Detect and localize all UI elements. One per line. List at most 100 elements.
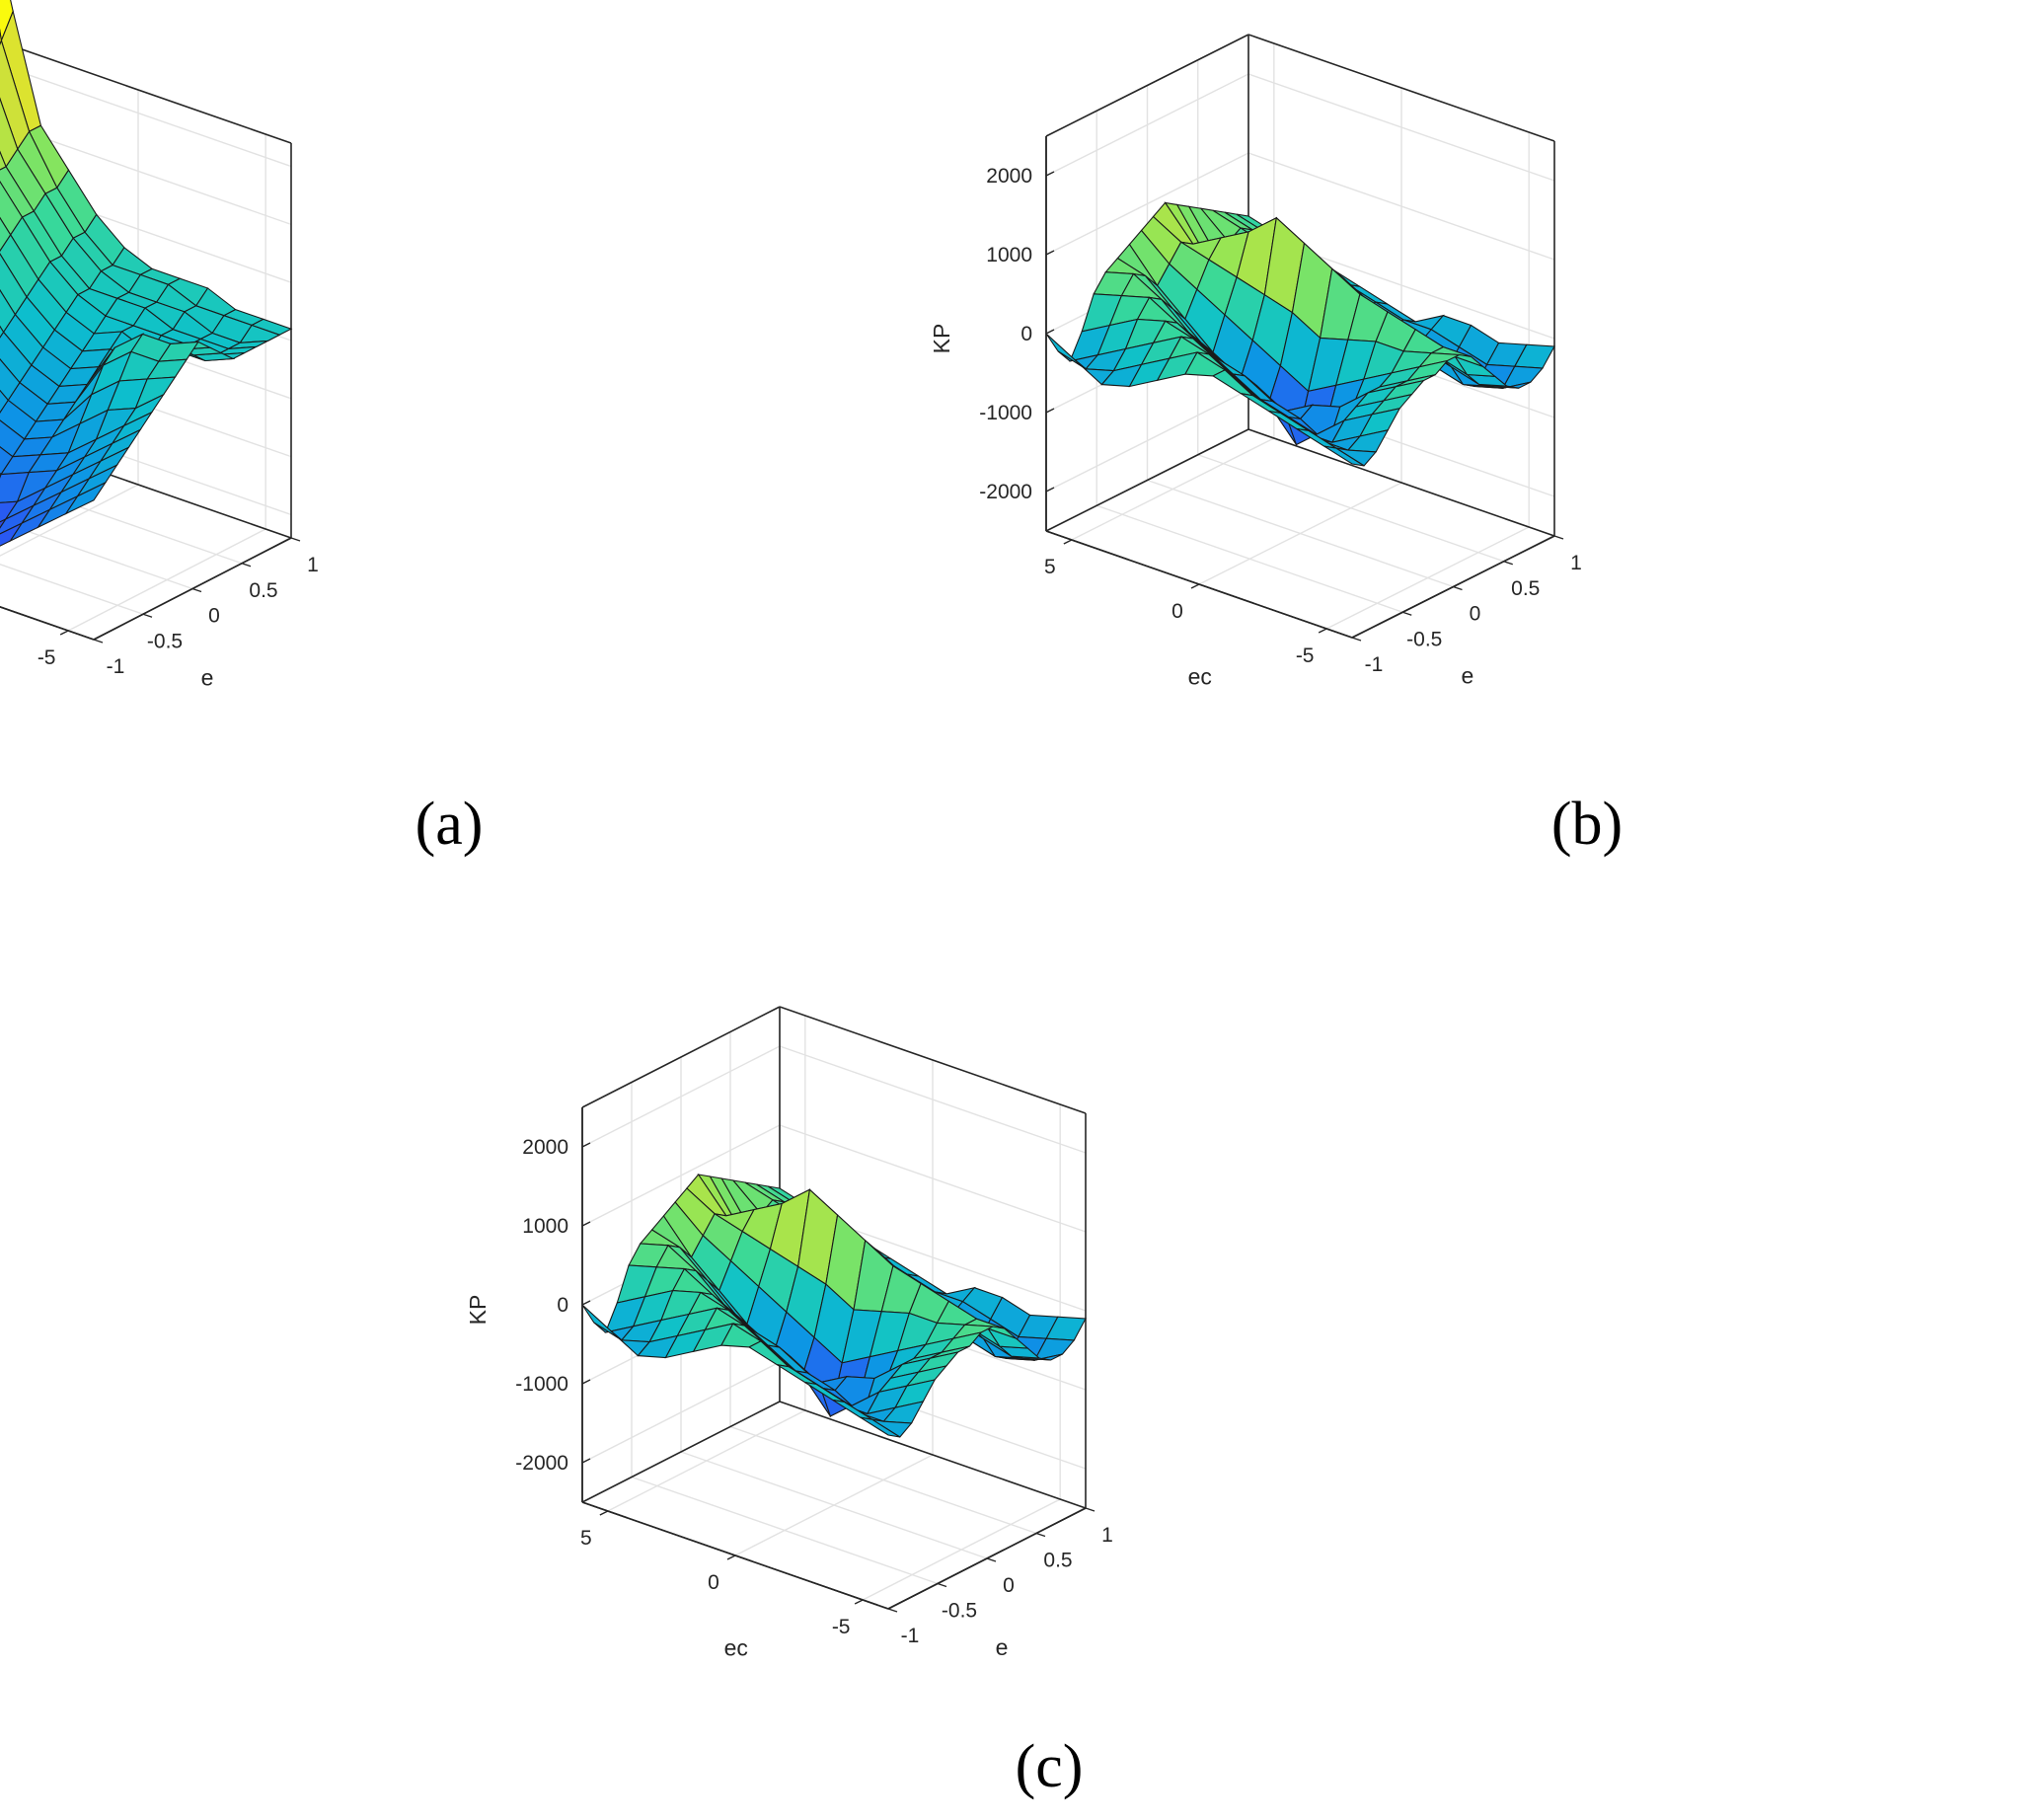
ec-tick-label: 5 bbox=[1044, 556, 1056, 578]
floor-grid-line bbox=[862, 1498, 1061, 1601]
axis-box-edge bbox=[0, 40, 292, 144]
e-tick bbox=[241, 563, 252, 568]
z-tick bbox=[581, 1458, 591, 1464]
e-tick-label: -1 bbox=[901, 1625, 920, 1647]
e-tick bbox=[1035, 1532, 1046, 1538]
tick-labels: 151050-5-10-1550-5-1-0.500.51 bbox=[38, 537, 319, 678]
surface-plot-a: 151050-5-10-1550-5-1-0.500.51eceKD(a) bbox=[0, 0, 483, 858]
ec-tick-label: 0 bbox=[708, 1571, 719, 1594]
z-tick bbox=[581, 1379, 591, 1385]
wall-grid-line bbox=[0, 296, 292, 400]
e-tick bbox=[986, 1557, 997, 1562]
e-tick-label: 1 bbox=[307, 554, 319, 576]
z-tick-label: 2000 bbox=[522, 1136, 568, 1159]
axis-box-edge bbox=[1045, 34, 1249, 137]
z-tick bbox=[581, 1221, 591, 1227]
ec-tick-label: -5 bbox=[832, 1616, 851, 1638]
surface-patch bbox=[1323, 445, 1365, 467]
ec-tick-label: -5 bbox=[38, 646, 56, 669]
e-tick bbox=[1503, 561, 1513, 566]
axis-box-edge bbox=[779, 1401, 1087, 1509]
e-axis-label: e bbox=[201, 664, 214, 690]
e-tick-label: 0.5 bbox=[1043, 1550, 1072, 1572]
ec-tick-label: 0 bbox=[1171, 600, 1183, 623]
surface-patch bbox=[860, 1416, 901, 1438]
e-tick bbox=[887, 1608, 898, 1613]
panel-caption: (c) bbox=[1016, 1733, 1084, 1800]
wall-grid-line bbox=[1045, 73, 1555, 182]
ec-tick bbox=[599, 1510, 609, 1516]
floor-grid-line bbox=[0, 484, 139, 557]
ec-tick bbox=[726, 1555, 736, 1560]
panel-caption: (b) bbox=[1551, 791, 1623, 858]
z-tick bbox=[1045, 329, 1055, 335]
e-tick-label: 0.5 bbox=[249, 579, 277, 602]
z-tick-label: -2000 bbox=[979, 481, 1032, 503]
z-tick-label: -2000 bbox=[515, 1452, 568, 1475]
ec-axis-label: ec bbox=[724, 1635, 748, 1661]
e-tick-label: -0.5 bbox=[147, 630, 183, 652]
e-axis-label: e bbox=[1461, 662, 1473, 688]
z-tick bbox=[1045, 171, 1055, 177]
e-tick-label: 1 bbox=[1101, 1524, 1113, 1547]
z-tick-label: -1000 bbox=[979, 402, 1032, 424]
e-tick bbox=[290, 537, 301, 542]
z-tick-label: -1000 bbox=[515, 1373, 568, 1396]
wall-grid-line bbox=[0, 354, 292, 458]
tick-labels: 2000 1000 0 -1000 -2000 5 0 -5 -1 -0.5 0 0.5 1 bbox=[979, 165, 1582, 676]
ec-tick bbox=[1318, 628, 1327, 634]
floor-grid-line bbox=[734, 1454, 934, 1556]
e-tick-label: 0 bbox=[208, 605, 220, 628]
z-tick-label: 2000 bbox=[986, 165, 1032, 188]
z-tick-label: 0 bbox=[557, 1294, 568, 1317]
surface-plot-b: 2000 1000 0 -1000 -2000 5 0 -5 -1 -0.5 0 0.5 1 ec e KP (… bbox=[929, 34, 1623, 858]
e-tick-label: -1 bbox=[107, 655, 125, 678]
e-tick bbox=[1351, 637, 1362, 642]
z-tick bbox=[1045, 487, 1055, 493]
e-tick bbox=[937, 1582, 947, 1588]
floor-grid-line bbox=[67, 528, 266, 632]
floor-grid-line bbox=[1325, 526, 1530, 630]
wall-grid-line bbox=[581, 1045, 1087, 1154]
z-axis-label: KP bbox=[929, 324, 954, 354]
e-tick-label: 0.5 bbox=[1511, 577, 1540, 600]
ec-axis-line bbox=[0, 606, 95, 641]
ec-tick-label: -5 bbox=[1296, 645, 1315, 667]
e-tick bbox=[191, 587, 202, 593]
ec-tick bbox=[1063, 539, 1073, 545]
z-tick bbox=[581, 1142, 591, 1148]
surface bbox=[1045, 201, 1555, 467]
ec-axis-label: ec bbox=[1188, 664, 1212, 690]
e-tick-label: -0.5 bbox=[1406, 628, 1442, 650]
ec-tick-label: 5 bbox=[580, 1527, 592, 1550]
ec-tick bbox=[1190, 583, 1200, 589]
e-tick bbox=[142, 613, 153, 618]
z-axis-label: KP bbox=[465, 1295, 491, 1326]
e-tick-label: -0.5 bbox=[942, 1600, 977, 1623]
axis-box-edge bbox=[1247, 34, 1555, 142]
z-tick-label: 1000 bbox=[986, 244, 1032, 266]
axis-box-edge bbox=[1247, 428, 1555, 537]
floor-grid-line bbox=[1198, 482, 1402, 585]
e-tick-label: 0 bbox=[1003, 1574, 1015, 1597]
e-tick bbox=[1402, 611, 1412, 616]
axis-box-edge bbox=[1045, 428, 1249, 532]
surface bbox=[0, 0, 293, 547]
axis-box-edge bbox=[581, 1401, 781, 1503]
ec-tick bbox=[59, 630, 69, 636]
z-tick-label: 0 bbox=[1020, 323, 1032, 345]
e-tick bbox=[1553, 535, 1564, 540]
e-axis-label: e bbox=[996, 1634, 1009, 1660]
axis-box-edge bbox=[581, 1006, 781, 1108]
e-tick-label: 0 bbox=[1470, 603, 1481, 626]
wall-grid-line bbox=[0, 64, 292, 168]
z-tick bbox=[1045, 408, 1055, 414]
ec-tick bbox=[854, 1599, 864, 1605]
e-tick-label: -1 bbox=[1365, 653, 1384, 676]
e-tick bbox=[1085, 1507, 1096, 1512]
z-tick bbox=[1045, 250, 1055, 256]
wall-grid-line bbox=[0, 121, 292, 226]
e-tick-label: 1 bbox=[1570, 552, 1582, 574]
surface-patch bbox=[64, 481, 108, 515]
